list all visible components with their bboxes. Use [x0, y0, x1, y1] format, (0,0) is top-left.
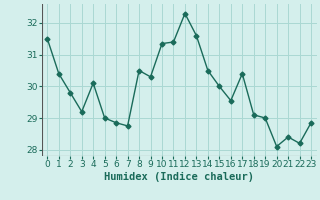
X-axis label: Humidex (Indice chaleur): Humidex (Indice chaleur): [104, 172, 254, 182]
